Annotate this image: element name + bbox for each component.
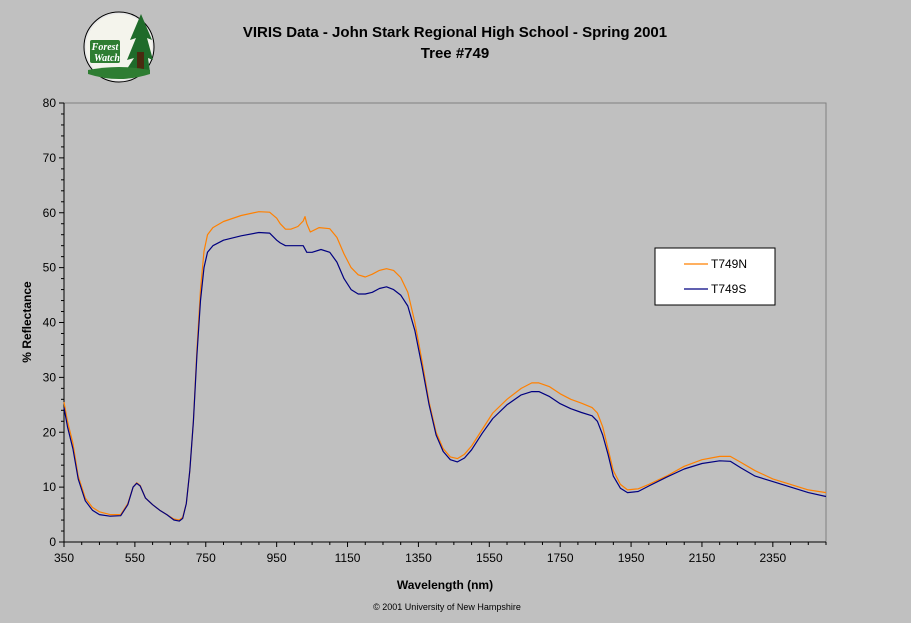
- y-tick-label: 80: [43, 96, 57, 110]
- x-tick-label: 2350: [759, 551, 786, 565]
- x-tick-label: 2150: [689, 551, 716, 565]
- logo-text-line2: Watch: [94, 53, 120, 64]
- chart-title: VIRIS Data - John Stark Regional High Sc…: [243, 24, 667, 41]
- series-layer: [63, 211, 827, 522]
- legend: T749N T749S: [654, 247, 776, 306]
- chart-subtitle: Tree #749: [421, 45, 489, 62]
- x-tick-label: 1550: [476, 551, 503, 565]
- y-tick-label: 20: [43, 425, 57, 439]
- x-tick-label: 1150: [335, 551, 361, 565]
- x-tick-label: 1350: [405, 551, 432, 565]
- forest-watch-logo: Forest Watch: [83, 11, 155, 83]
- y-tick-label: 60: [43, 206, 57, 220]
- legend-label-north: T749N: [711, 257, 747, 271]
- plot-area: [63, 102, 827, 543]
- tree-icon: [125, 14, 153, 72]
- x-tick-label: 950: [267, 551, 287, 565]
- y-axis-title: % Reflectance: [20, 281, 34, 363]
- x-axis-title: Wavelength (nm): [397, 578, 493, 592]
- y-tick-label: 30: [43, 370, 57, 384]
- y-tick-label: 10: [43, 480, 57, 494]
- x-tick-label: 1750: [547, 551, 574, 565]
- legend-box: [654, 247, 776, 306]
- y-tick-label: 50: [43, 261, 57, 275]
- series-line-t749s: [63, 231, 827, 522]
- x-tick-label: 1950: [618, 551, 645, 565]
- logo-text-line1: Forest: [91, 42, 120, 53]
- x-tick-label: 550: [125, 551, 145, 565]
- legend-label-south: T749S: [711, 282, 746, 296]
- copyright-footer: © 2001 University of New Hampshire: [373, 602, 521, 612]
- x-tick-label: 350: [54, 551, 74, 565]
- y-tick-label: 70: [43, 151, 57, 165]
- y-tick-label: 40: [43, 316, 57, 330]
- x-tick-label: 750: [196, 551, 216, 565]
- y-tick-label: 0: [49, 535, 56, 549]
- axes: 0 10 20 30 40 50 60 70 80 350 550 750 950 1150 1350 155…: [43, 96, 827, 565]
